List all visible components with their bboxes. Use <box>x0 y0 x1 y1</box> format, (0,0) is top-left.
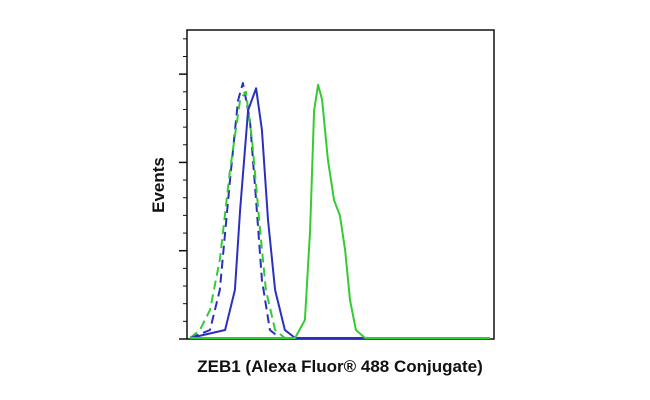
y-axis-label: Events <box>149 157 168 213</box>
histogram-line <box>190 83 490 339</box>
histogram-line <box>189 82 490 339</box>
x-axis-label: ZEB1 (Alexa Fluor® 488 Conjugate) <box>197 357 483 376</box>
histogram-line <box>189 87 490 339</box>
histogram-line <box>189 90 490 339</box>
plot-frame <box>186 29 495 340</box>
